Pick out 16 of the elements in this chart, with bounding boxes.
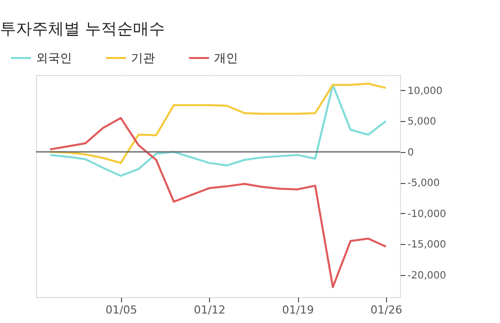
x-tick-label: 01/19 — [282, 304, 314, 316]
x-tick-label: 01/12 — [194, 304, 226, 316]
chart-title: 투자주체별 누적순매수 — [0, 19, 166, 38]
y-tick-label: -15,000 — [408, 240, 446, 251]
y-tick-label: 5,000 — [408, 116, 436, 128]
legend-label: 외국인 — [36, 51, 72, 65]
y-tick-label: -10,000 — [408, 208, 446, 220]
y-tick-label: -20,000 — [408, 270, 446, 282]
y-tick-label: 0 — [408, 147, 414, 158]
x-tick-label: 01/05 — [105, 304, 138, 316]
legend-label: 개인 — [214, 51, 238, 65]
line-series — [49, 117, 387, 288]
legend-label: 기관 — [131, 51, 155, 65]
y-tick-label: 10,000 — [408, 86, 442, 97]
y-tick-label: -5,000 — [408, 178, 440, 190]
x-tick-label: 01/26 — [370, 304, 402, 316]
